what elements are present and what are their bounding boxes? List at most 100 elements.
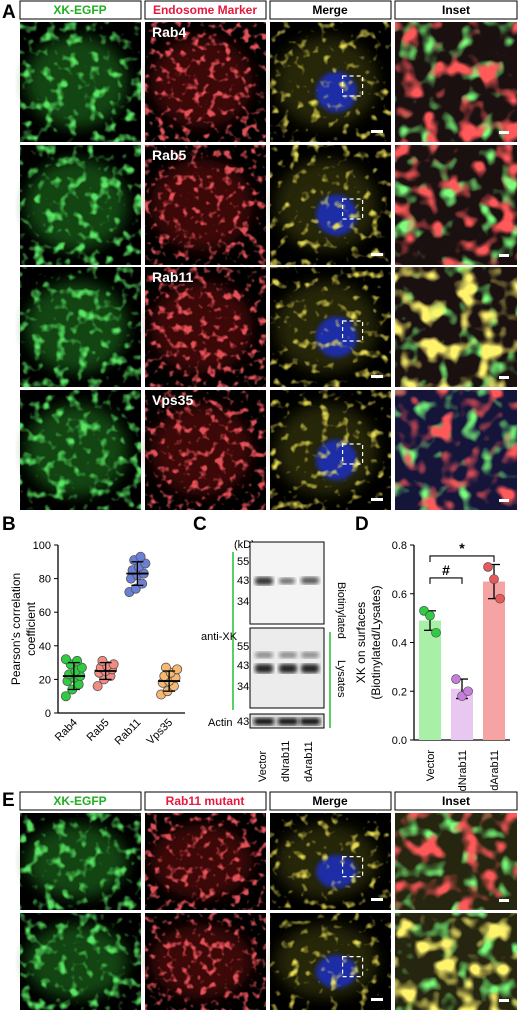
- y-tick-label: 0.4: [392, 638, 407, 650]
- inset-red-puncta: [395, 813, 517, 910]
- inset-box-outline: [342, 320, 364, 342]
- image-xk-egfp-vps35: [20, 390, 141, 510]
- data-point: [172, 664, 183, 675]
- biotinylated-label: Biotinylated: [335, 582, 347, 639]
- image-merge-vps35: [270, 390, 391, 510]
- x-tick-label: Rab11: [113, 717, 144, 748]
- data-point: [483, 562, 493, 572]
- marker-top-43: 43: [237, 575, 249, 587]
- puncta: [145, 22, 266, 142]
- y-axis-title: Pearson's correlationcoefficient: [9, 573, 38, 685]
- data-point: [108, 659, 119, 670]
- scale-bar: [371, 498, 383, 501]
- y-axis-title-line2: (Biotinylated/Lysates): [369, 585, 383, 699]
- data-point: [60, 691, 71, 702]
- header-box: [144, 0, 267, 20]
- image-inset-rab4: [395, 22, 517, 142]
- scale-bar: [371, 253, 383, 256]
- y-tick-label: 0.0: [392, 735, 407, 747]
- image-marker-rab4: [145, 22, 266, 142]
- header-box: [144, 791, 267, 811]
- panel-e-image-grid: dArab11 dNrab11: [2, 813, 517, 1010]
- puncta: [145, 267, 266, 387]
- row-label-rab11: Rab11: [152, 269, 193, 285]
- y-tick-label: 40: [39, 641, 51, 653]
- puncta: [270, 390, 391, 510]
- puncta: [20, 22, 141, 142]
- lane-label-dnrab11: dNrab11: [280, 741, 292, 782]
- x-tick-label: Rab5: [85, 717, 112, 744]
- data-point: [431, 627, 441, 638]
- lane-label-darab11: dArab11: [303, 741, 315, 782]
- lysates-label: Lysates: [335, 660, 347, 698]
- scale-bar: [371, 375, 383, 378]
- row-label-vps35: Vps35: [152, 392, 193, 408]
- image-marker-vps35: [145, 390, 266, 510]
- panel-d-bar-chart: 0.0 0.2 0.4 0.6 0.8 XK on surfaces(Biotinylat…: [354, 540, 510, 791]
- puncta: [20, 390, 141, 510]
- marker-bottom-43: 43: [237, 660, 249, 672]
- inset-red-puncta: [395, 145, 517, 265]
- band-top-lane1: [255, 577, 273, 585]
- image-xk-egfp-rab5: [20, 145, 141, 265]
- data-point: [137, 578, 148, 589]
- row-label-rab4: Rab4: [152, 24, 186, 40]
- y-axis-title-line1: XK on surfaces: [354, 602, 368, 683]
- y-tick-label: 0.8: [392, 540, 407, 552]
- puncta: [145, 813, 266, 910]
- bar-vector: [419, 620, 441, 740]
- data-point: [60, 654, 71, 665]
- image-inset-rab5: [395, 145, 517, 265]
- y-tick-label: 60: [39, 607, 51, 619]
- header-merge-e: Merge: [312, 794, 348, 808]
- header-box: [269, 791, 392, 811]
- y-tick-label: 0: [45, 708, 51, 720]
- panel-letter-a: A: [2, 2, 16, 23]
- panel-e-headers: XK-EGFP Rab11 mutant Merge Inset: [19, 791, 518, 811]
- panel-b-scatter-chart: 0 20 40 60 80 100 Pearson's correlationcoeffic…: [9, 540, 185, 747]
- header-xk-egfp-e: XK-EGFP: [53, 794, 106, 808]
- bar-darab11: [483, 581, 505, 740]
- y-tick-label: 0.6: [392, 589, 407, 601]
- inset-box-outline: [342, 443, 364, 465]
- puncta: [270, 813, 391, 910]
- y-tick-label: 20: [39, 674, 51, 686]
- lane-label-vector: Vector: [257, 750, 269, 782]
- panel-letter-c: C: [193, 514, 207, 535]
- image-merge-rab11: [270, 267, 391, 387]
- inset-box-outline: [342, 198, 364, 220]
- marker-top-34: 34: [237, 596, 249, 608]
- header-inset-e: Inset: [442, 794, 470, 808]
- bar-dnrab11: [451, 688, 473, 740]
- header-inset: Inset: [442, 3, 470, 17]
- image-inset-rab11: [395, 267, 517, 387]
- data-point: [135, 551, 146, 562]
- row-label-e-dnrab11: dNrab11: [2, 937, 17, 988]
- image-merge-rab4: [270, 22, 391, 142]
- significance-label: *: [459, 540, 465, 556]
- panel-c-western-blot: (kD) 55 43 34 anti-XK Biotinylated 55 43…: [201, 539, 347, 782]
- header-box: [394, 791, 518, 811]
- data-point: [489, 574, 499, 584]
- puncta: [270, 145, 391, 265]
- band-top-lane2: [279, 578, 295, 584]
- header-box: [19, 791, 142, 811]
- image-e-mutant-darab11: [145, 813, 266, 910]
- data-point: [495, 593, 505, 604]
- data-point: [92, 681, 103, 692]
- image-merge-rab5: [270, 145, 391, 265]
- band-bottom-upper-lane2: [279, 652, 297, 658]
- y-axis-title-line2: coefficient: [24, 601, 38, 655]
- row-label-rab5: Rab5: [152, 147, 186, 163]
- marker-bottom-34: 34: [237, 681, 249, 693]
- image-e-xk-egfp-dnrab11: [20, 913, 141, 1010]
- inset-red-puncta: [395, 267, 517, 387]
- puncta: [20, 267, 141, 387]
- panel-a-headers: XK-EGFP Endosome Marker Merge Inset: [19, 0, 518, 20]
- puncta: [145, 145, 266, 265]
- image-e-merge-darab11: [270, 813, 391, 910]
- actin-label: Actin: [208, 717, 232, 729]
- puncta: [270, 22, 391, 142]
- header-merge: Merge: [312, 3, 348, 17]
- x-tick-label: dArab11: [489, 750, 501, 791]
